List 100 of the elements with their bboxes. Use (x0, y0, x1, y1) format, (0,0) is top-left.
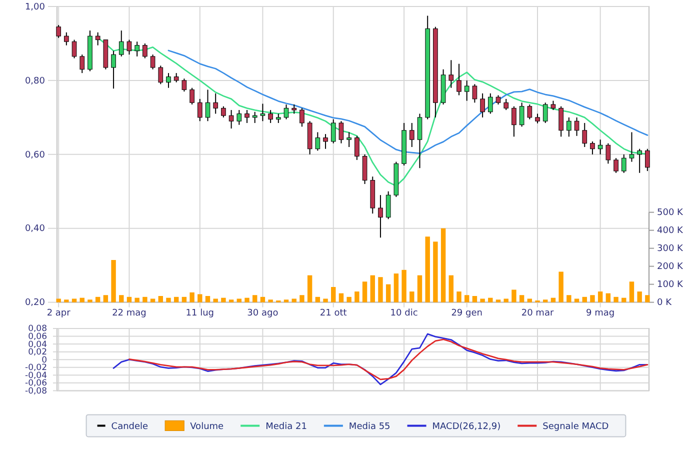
candlestick (150, 54, 156, 70)
bar (284, 300, 289, 302)
bar (134, 298, 140, 302)
candlestick (598, 139, 603, 155)
bar (645, 295, 650, 302)
candlestick (190, 87, 194, 105)
line-series (112, 333, 648, 386)
bar (410, 292, 414, 302)
candlestick (566, 116, 572, 138)
x-tick-label: 10 dic (390, 308, 418, 319)
candlestick (268, 110, 273, 124)
y-tick-label: -0,08 (25, 386, 47, 396)
bar (558, 272, 564, 302)
candlestick (284, 104, 289, 120)
bar (80, 298, 84, 302)
y2-tick-label: 200 K (657, 262, 684, 272)
bar (488, 298, 493, 302)
bar (236, 298, 242, 302)
bar (126, 296, 132, 302)
x-tick-label: 20 mar (521, 308, 554, 319)
candlestick (213, 92, 218, 114)
candlestick (582, 122, 588, 148)
bar (221, 298, 226, 302)
legend-label: Segnale MACD (542, 422, 609, 432)
candlestick (590, 140, 595, 155)
candlestick (488, 92, 493, 114)
bar (512, 290, 516, 302)
bar (550, 298, 556, 302)
candlestick (323, 134, 328, 150)
bar (268, 300, 273, 302)
bar (72, 298, 77, 302)
legend-label: Volume (190, 422, 224, 432)
bar (402, 270, 406, 302)
bar (448, 275, 454, 302)
bar (543, 300, 548, 302)
bar (260, 296, 266, 302)
bar (362, 282, 368, 302)
bar (606, 293, 611, 302)
candlestick (126, 39, 132, 56)
candlestick (236, 110, 242, 126)
candlestick (166, 72, 171, 88)
x-tick-label: 9 mag (586, 308, 615, 319)
y2-tick-label: 100 K (657, 280, 684, 290)
line-series (168, 50, 648, 154)
candlestick (409, 122, 414, 148)
bar (629, 282, 634, 302)
bar (174, 296, 179, 302)
candlestick (519, 102, 524, 128)
y-tick-label: 1,00 (24, 2, 46, 12)
bar (213, 298, 218, 302)
x-tick-label: 30 ago (247, 308, 279, 319)
candlestick (95, 32, 100, 46)
bar (198, 294, 202, 302)
candlestick (550, 100, 556, 111)
candlestick (472, 84, 478, 104)
bar (142, 296, 148, 302)
bar (150, 298, 156, 302)
bar (95, 296, 100, 302)
bar (425, 236, 430, 302)
bar (56, 298, 61, 302)
legend-label: Media 21 (266, 422, 307, 432)
x-tick-label: 21 ott (320, 308, 348, 319)
bar (354, 292, 360, 302)
bar (464, 295, 470, 302)
bar (331, 287, 336, 302)
candlestick (174, 72, 179, 83)
candlestick (448, 60, 454, 88)
candlestick (134, 41, 140, 57)
bar (300, 295, 304, 302)
candlestick (330, 118, 336, 144)
legend-label: MACD(26,12,9) (432, 422, 501, 432)
bar (598, 292, 603, 302)
candlestick (512, 106, 516, 138)
candlestick (228, 110, 234, 130)
candlestick (386, 190, 391, 220)
bar (228, 300, 234, 302)
bar (582, 296, 587, 302)
candlestick (558, 106, 564, 138)
candlestick (142, 42, 148, 59)
candlestick (621, 154, 626, 174)
candlestick (182, 78, 187, 92)
candlestick (56, 24, 61, 38)
y-tick-label: 0,40 (24, 224, 46, 234)
y-tick-label: 0,06 (28, 332, 47, 342)
candlestick (464, 80, 470, 102)
y2-tick-label: 500 K (657, 208, 684, 218)
bar (480, 298, 485, 302)
candlestick (574, 116, 580, 136)
candlestick (197, 98, 202, 122)
y2-tick-label: 300 K (657, 244, 684, 254)
candlestick (244, 110, 250, 124)
y-tick-label: 0,20 (24, 298, 46, 308)
line-series (128, 338, 648, 380)
bar (622, 298, 626, 302)
bar (103, 295, 108, 302)
bar (111, 260, 116, 302)
bar (456, 292, 462, 302)
y2-tick-label: 400 K (657, 226, 684, 236)
bar (338, 293, 344, 302)
bar (158, 296, 163, 302)
